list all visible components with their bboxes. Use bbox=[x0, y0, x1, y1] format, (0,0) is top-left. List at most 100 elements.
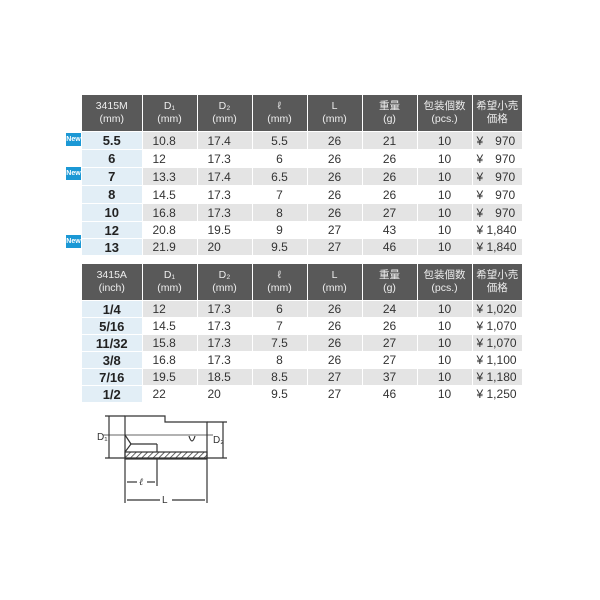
l_small-cell: 6.5 bbox=[251, 167, 307, 186]
l_small-cell: 7 bbox=[251, 185, 307, 204]
header-weight: 重量 (g) bbox=[361, 264, 417, 301]
l_small-cell: 6 bbox=[251, 149, 307, 168]
pcs-cell: 10 bbox=[416, 185, 472, 204]
table-row: 13 21.9 20 9.5 27 46 10 ¥ 1,840 bbox=[82, 238, 522, 255]
new-badge: New bbox=[66, 133, 81, 146]
weight-cell: 27 bbox=[361, 203, 417, 222]
size-cell: 13 bbox=[82, 238, 142, 255]
header-L: L (mm) bbox=[306, 95, 362, 132]
d1-cell: 16.8 bbox=[141, 351, 197, 369]
weight-cell: 43 bbox=[361, 221, 417, 239]
table-row: 5/16 14.5 17.3 7 26 26 10 ¥ 1,070 bbox=[82, 317, 522, 335]
L-cell: 26 bbox=[306, 167, 362, 186]
header-l_small: ℓ (mm) bbox=[251, 95, 307, 132]
pcs-cell: 10 bbox=[416, 351, 472, 369]
size-cell: 12 bbox=[82, 221, 142, 239]
table-row: 7/16 19.5 18.5 8.5 27 37 10 ¥ 1,180 bbox=[82, 368, 522, 386]
size-cell: 3/8 bbox=[82, 351, 142, 369]
d2-cell: 20 bbox=[196, 238, 252, 255]
weight-cell: 26 bbox=[361, 167, 417, 186]
weight-cell: 27 bbox=[361, 334, 417, 352]
metric-spec-table: 3415M (mm) D₁ (mm) D₂ (mm) ℓ (mm) L (mm) 重量 (g… bbox=[82, 95, 522, 255]
price-cell: ¥ 970 bbox=[471, 203, 522, 222]
d1-cell: 12 bbox=[141, 300, 197, 318]
weight-cell: 46 bbox=[361, 385, 417, 402]
l_small-cell: 8 bbox=[251, 203, 307, 222]
table-row: 1/2 22 20 9.5 27 46 10 ¥ 1,250 bbox=[82, 385, 522, 402]
d1-cell: 13.3 bbox=[141, 167, 197, 186]
weight-cell: 24 bbox=[361, 300, 417, 318]
size-cell: 8 bbox=[82, 185, 142, 204]
price-cell: ¥ 970 bbox=[471, 131, 522, 150]
header-weight: 重量 (g) bbox=[361, 95, 417, 132]
d1-cell: 19.5 bbox=[141, 368, 197, 386]
weight-cell: 26 bbox=[361, 317, 417, 335]
l_small-cell: 9 bbox=[251, 221, 307, 239]
inch-spec-table: 3415A (inch) D₁ (mm) D₂ (mm) ℓ (mm) L (mm) 重量 … bbox=[82, 264, 522, 402]
d1-cell: 12 bbox=[141, 149, 197, 168]
L-cell: 26 bbox=[306, 203, 362, 222]
pcs-cell: 10 bbox=[416, 300, 472, 318]
new-badge: New bbox=[66, 235, 81, 248]
price-cell: ¥ 1,250 bbox=[471, 385, 522, 402]
size-cell: 10 bbox=[82, 203, 142, 222]
table-row: 11/32 15.8 17.3 7.5 26 27 10 ¥ 1,070 bbox=[82, 334, 522, 352]
d2-cell: 17.3 bbox=[196, 317, 252, 335]
new-badge: New bbox=[66, 167, 81, 180]
L-cell: 26 bbox=[306, 351, 362, 369]
L-cell: 26 bbox=[306, 131, 362, 150]
L-cell: 27 bbox=[306, 368, 362, 386]
d2-cell: 17.4 bbox=[196, 167, 252, 186]
l-small-label: ℓ bbox=[139, 477, 143, 488]
table-row: 1/4 12 17.3 6 26 24 10 ¥ 1,020 bbox=[82, 300, 522, 318]
pcs-cell: 10 bbox=[416, 149, 472, 168]
header-l_small: ℓ (mm) bbox=[251, 264, 307, 301]
pcs-cell: 10 bbox=[416, 238, 472, 255]
d1-cell: 21.9 bbox=[141, 238, 197, 255]
price-cell: ¥ 970 bbox=[471, 185, 522, 204]
l_small-cell: 9.5 bbox=[251, 238, 307, 255]
socket-dimension-diagram: D₁ D₂ ℓ L bbox=[97, 415, 227, 506]
d1-cell: 10.8 bbox=[141, 131, 197, 150]
size-cell: 11/32 bbox=[82, 334, 142, 352]
pcs-cell: 10 bbox=[416, 317, 472, 335]
weight-cell: 26 bbox=[361, 185, 417, 204]
L-cell: 26 bbox=[306, 185, 362, 204]
header-price: 希望小売 価格 bbox=[471, 264, 522, 301]
header-model: 3415M (mm) bbox=[82, 95, 142, 132]
header-price: 希望小売 価格 bbox=[471, 95, 522, 132]
header-row: 3415A (inch) D₁ (mm) D₂ (mm) ℓ (mm) L (mm) 重量 … bbox=[82, 264, 522, 301]
size-cell: 6 bbox=[82, 149, 142, 168]
price-cell: ¥ 1,070 bbox=[471, 334, 522, 352]
price-cell: ¥ 1,020 bbox=[471, 300, 522, 318]
table-row: 12 20.8 19.5 9 27 43 10 ¥ 1,840 bbox=[82, 221, 522, 239]
header-d2: D₂ (mm) bbox=[196, 264, 252, 301]
L-cell: 27 bbox=[306, 221, 362, 239]
d1-cell: 14.5 bbox=[141, 185, 197, 204]
price-cell: ¥ 1,100 bbox=[471, 351, 522, 369]
size-cell: 5/16 bbox=[82, 317, 142, 335]
size-cell: 5.5 bbox=[82, 131, 142, 150]
l_small-cell: 8.5 bbox=[251, 368, 307, 386]
price-cell: ¥ 1,070 bbox=[471, 317, 522, 335]
d1-cell: 15.8 bbox=[141, 334, 197, 352]
L-cell: 27 bbox=[306, 385, 362, 402]
d1-cell: 16.8 bbox=[141, 203, 197, 222]
pcs-cell: 10 bbox=[416, 131, 472, 150]
pcs-cell: 10 bbox=[416, 221, 472, 239]
size-cell: 1/4 bbox=[82, 300, 142, 318]
d2-label: D₂ bbox=[213, 435, 224, 446]
header-d1: D₁ (mm) bbox=[141, 264, 197, 301]
d2-cell: 17.3 bbox=[196, 185, 252, 204]
header-row: 3415M (mm) D₁ (mm) D₂ (mm) ℓ (mm) L (mm) 重量 (g… bbox=[82, 95, 522, 132]
header-d2: D₂ (mm) bbox=[196, 95, 252, 132]
d2-cell: 17.3 bbox=[196, 300, 252, 318]
price-cell: ¥ 1,840 bbox=[471, 221, 522, 239]
weight-cell: 21 bbox=[361, 131, 417, 150]
price-cell: ¥ 970 bbox=[471, 167, 522, 186]
table-row: 7 13.3 17.4 6.5 26 26 10 ¥ 970 bbox=[82, 167, 522, 186]
d1-label: D₁ bbox=[97, 432, 108, 443]
size-cell: 7/16 bbox=[82, 368, 142, 386]
weight-cell: 46 bbox=[361, 238, 417, 255]
header-pcs: 包装個数 (pcs.) bbox=[416, 95, 472, 132]
